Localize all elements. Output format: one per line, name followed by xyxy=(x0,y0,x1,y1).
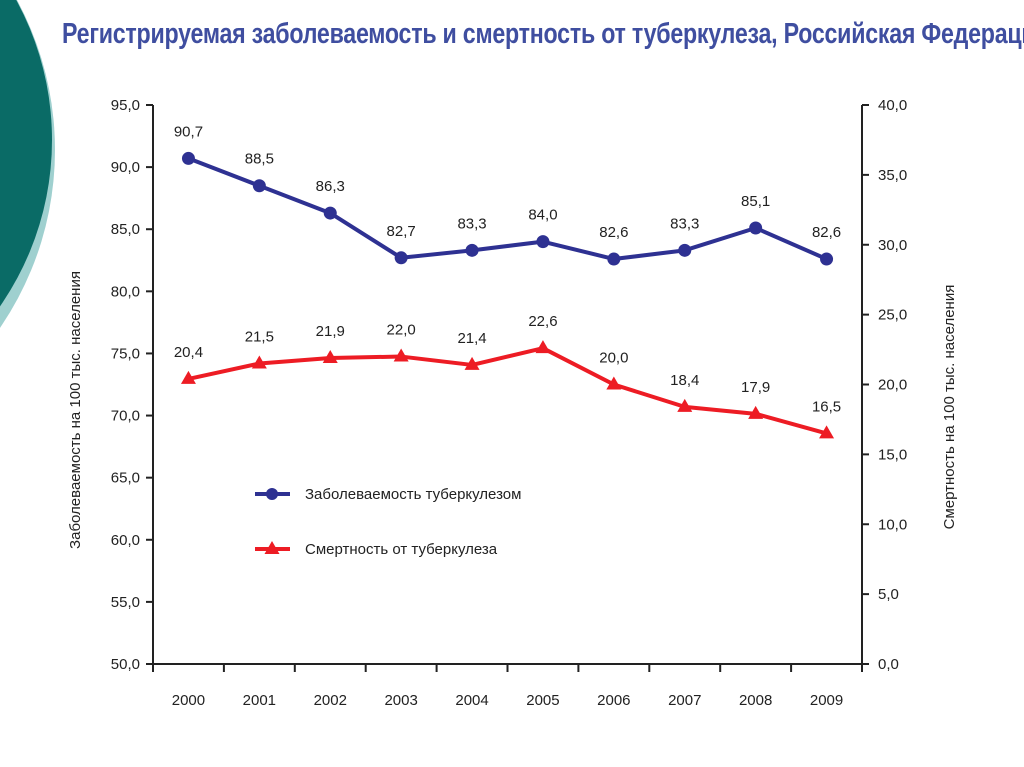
mortality-point xyxy=(819,425,835,439)
incidence-point xyxy=(394,251,408,265)
right-tick-label: 10,0 xyxy=(878,516,907,533)
incidence-data-label: 85,1 xyxy=(741,193,770,210)
mortality-data-label: 16,5 xyxy=(812,398,841,415)
left-tick-label: 70,0 xyxy=(111,408,140,425)
left-tick-label: 65,0 xyxy=(111,470,140,487)
mortality-data-label: 20,4 xyxy=(174,344,203,361)
incidence-data-label: 82,6 xyxy=(599,224,628,241)
mortality-point xyxy=(606,376,622,390)
legend-label: Заболеваемость туберкулезом xyxy=(305,486,521,503)
mortality-data-label: 17,9 xyxy=(741,379,770,396)
incidence-data-label: 83,3 xyxy=(457,215,486,232)
x-tick-label: 2005 xyxy=(526,692,559,709)
incidence-series-line xyxy=(187,156,828,262)
mortality-series-line xyxy=(188,346,828,436)
mortality-data-label: 22,6 xyxy=(528,313,557,330)
legend-marker-triangle xyxy=(264,541,280,554)
incidence-point xyxy=(678,243,692,257)
incidence-data-label: 82,6 xyxy=(812,224,841,241)
legend-label: Смертность от туберкулеза xyxy=(305,541,498,558)
x-tick-label: 2002 xyxy=(314,692,347,709)
incidence-point xyxy=(536,235,550,249)
mortality-point xyxy=(748,405,764,419)
mortality-data-label: 21,5 xyxy=(245,329,274,346)
x-tick-label: 2006 xyxy=(597,692,630,709)
mortality-point xyxy=(393,348,409,362)
incidence-data-label: 84,0 xyxy=(528,207,557,224)
left-tick-label: 80,0 xyxy=(111,283,140,300)
incidence-data-label: 86,3 xyxy=(316,178,345,195)
mortality-data-label: 21,4 xyxy=(457,330,486,347)
incidence-point xyxy=(181,151,195,165)
incidence-data-label: 83,3 xyxy=(670,215,699,232)
right-tick-label: 5,0 xyxy=(878,586,899,603)
left-tick-label: 95,0 xyxy=(111,97,140,114)
right-tick-label: 25,0 xyxy=(878,307,907,324)
right-tick-label: 0,0 xyxy=(878,656,899,673)
decor-arc-dark xyxy=(0,0,52,307)
mortality-point xyxy=(322,349,338,363)
incidence-point xyxy=(820,252,834,266)
left-tick-label: 90,0 xyxy=(111,159,140,176)
right-tick-label: 15,0 xyxy=(878,446,907,463)
x-tick-label: 2007 xyxy=(668,692,701,709)
right-tick-label: 35,0 xyxy=(878,167,907,184)
legend-marker-circle xyxy=(266,488,278,500)
incidence-data-label: 88,5 xyxy=(245,151,274,168)
left-tick-label: 55,0 xyxy=(111,594,140,611)
right-tick-label: 20,0 xyxy=(878,377,907,394)
left-tick-label: 85,0 xyxy=(111,221,140,238)
left-tick-label: 60,0 xyxy=(111,532,140,549)
right-tick-label: 40,0 xyxy=(878,97,907,114)
x-tick-label: 2001 xyxy=(243,692,276,709)
incidence-point xyxy=(607,252,621,266)
left-tick-label: 50,0 xyxy=(111,656,140,673)
incidence-data-label: 82,7 xyxy=(387,223,416,240)
left-axis-title: Заболеваемость на 100 тыс. населения xyxy=(67,271,84,549)
mortality-data-label: 20,0 xyxy=(599,350,628,367)
incidence-point xyxy=(323,206,337,220)
x-tick-label: 2008 xyxy=(739,692,772,709)
mortality-data-label: 21,9 xyxy=(316,323,345,340)
left-tick-label: 75,0 xyxy=(111,345,140,362)
right-tick-label: 30,0 xyxy=(878,237,907,254)
slide-decoration xyxy=(0,0,55,328)
incidence-point xyxy=(252,179,266,193)
x-tick-label: 2004 xyxy=(455,692,488,709)
x-tick-label: 2000 xyxy=(172,692,205,709)
incidence-point xyxy=(465,243,479,257)
mortality-point xyxy=(464,356,480,370)
x-tick-label: 2003 xyxy=(384,692,417,709)
mortality-point xyxy=(251,355,267,369)
x-tick-label: 2009 xyxy=(810,692,843,709)
right-axis-title: Смертность на 100 тыс. населения xyxy=(941,285,958,530)
mortality-data-label: 22,0 xyxy=(387,322,416,339)
mortality-point xyxy=(180,370,196,384)
mortality-data-label: 18,4 xyxy=(670,372,699,389)
mortality-point xyxy=(535,340,551,354)
incidence-data-label: 90,7 xyxy=(174,123,203,140)
incidence-point xyxy=(749,221,763,235)
mortality-point xyxy=(677,398,693,412)
